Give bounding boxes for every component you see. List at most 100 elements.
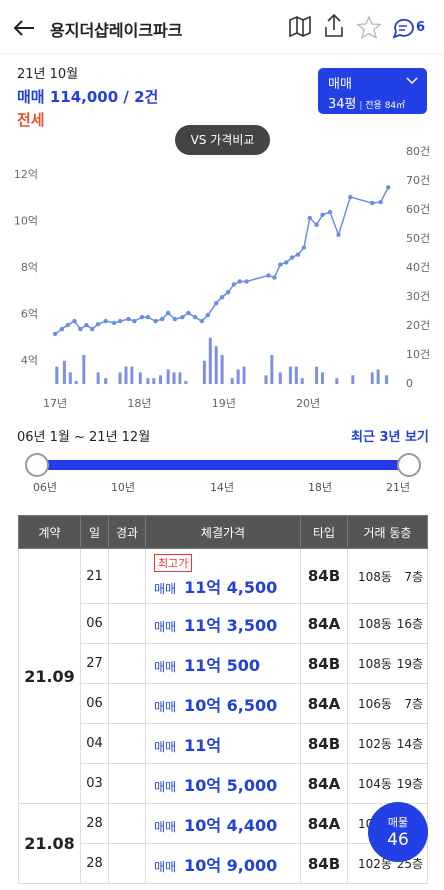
- y2-tick-label: 30건: [406, 290, 430, 303]
- price: 11억 500: [184, 655, 261, 675]
- elapsed: [108, 548, 146, 604]
- map-icon[interactable]: [289, 15, 311, 38]
- price-cell: 매매 10억 5,000: [145, 763, 301, 804]
- trade-type: 매매: [154, 819, 177, 834]
- day: 03: [80, 763, 109, 804]
- volume-bar: [146, 378, 150, 384]
- month: 21년 10월: [17, 67, 79, 82]
- listing-label: 매물: [387, 816, 409, 829]
- unit-type: 84B: [300, 723, 348, 764]
- price-point: [95, 321, 101, 327]
- chevron: [406, 77, 418, 85]
- day: 21: [80, 548, 109, 604]
- dong-floor-wrap: 108동 16층: [348, 615, 427, 632]
- favorite-icon[interactable]: [356, 15, 382, 40]
- trade-type: 매매: [154, 659, 177, 674]
- price-point: [307, 215, 313, 221]
- floor: 7층: [404, 569, 423, 584]
- column-header: 일: [80, 515, 109, 549]
- volume-bar: [104, 378, 108, 384]
- price-cell: 매매 10억 6,500: [145, 683, 301, 724]
- lease-tab[interactable]: 전세: [17, 111, 45, 129]
- x-tick-label: 19년: [212, 397, 236, 410]
- volume-bar: [278, 372, 282, 384]
- dong-floor: 104동 19층: [347, 763, 428, 804]
- share-icon[interactable]: [325, 13, 343, 37]
- volume-bar: [294, 366, 298, 384]
- price-point: [72, 318, 77, 324]
- volume-bar: [138, 372, 142, 384]
- dong-floor-wrap: 108동 7층: [348, 568, 427, 585]
- recent-button[interactable]: 최근 3년 보기: [351, 430, 429, 445]
- volume-bar: [208, 337, 212, 384]
- price-point: [370, 200, 375, 206]
- price-point: [348, 194, 353, 200]
- dong: 104동: [358, 777, 392, 791]
- volume-bar: [300, 378, 304, 384]
- price-point: [117, 318, 123, 324]
- volume-bar: [96, 372, 100, 384]
- volume-bar: [82, 355, 86, 384]
- price-point: [214, 301, 219, 306]
- price: 11억 4,500: [184, 578, 278, 597]
- volume-bar: [178, 372, 182, 384]
- unit-type: 84A: [300, 803, 348, 844]
- price-point: [59, 326, 65, 332]
- price-point: [244, 279, 249, 284]
- type-selector[interactable]: 매매 34평 | 전용 84㎡: [318, 68, 427, 114]
- price-point: [52, 331, 58, 337]
- price-point: [145, 314, 151, 320]
- price-point: [336, 232, 341, 238]
- price-point: [180, 314, 185, 320]
- price: 11억: [184, 735, 222, 755]
- day: 04: [80, 723, 109, 764]
- unit-type: 84B: [300, 643, 348, 684]
- elapsed: [108, 723, 146, 764]
- dong-floor: 106동 7층: [347, 683, 428, 724]
- column-header: 체결가격: [145, 515, 301, 549]
- compare-button[interactable]: VS 가격비교: [175, 125, 270, 155]
- price-point: [172, 316, 178, 322]
- dong-floor-wrap: 104동 19층: [348, 775, 427, 792]
- price-point: [84, 322, 89, 328]
- volume-bar: [118, 372, 122, 384]
- price-point: [186, 310, 191, 316]
- price-point: [386, 185, 391, 190]
- volume-bar: [62, 360, 66, 384]
- size-pyeong: 34평: [328, 97, 357, 112]
- volume-bar: [242, 366, 246, 384]
- range-slider[interactable]: 06년 10년 14년 18년 21년: [0, 450, 444, 500]
- volume-bar: [74, 381, 78, 384]
- listing-button[interactable]: 매물 46: [368, 802, 428, 862]
- y2-tick-label: 20건: [406, 319, 430, 332]
- trade-table: 계약 일 경과 체결가격 타입 거래 동층 21.09 21 최고가 매매 11억 4,500 84B…: [18, 515, 428, 884]
- price-point: [272, 275, 277, 280]
- price-point: [90, 326, 95, 332]
- price-line: [54, 186, 389, 335]
- y2-tick-label: 70건: [406, 174, 430, 187]
- unit-type: 84B: [300, 548, 348, 604]
- price-cell: 매매 11억 3,500: [145, 603, 301, 644]
- range-tick: 18년: [308, 481, 332, 494]
- dong: 108동: [358, 569, 392, 584]
- title: 용지더샵레이크파크: [50, 21, 183, 40]
- x-tick-label: 17년: [43, 397, 67, 410]
- price-chart: 4억 6억 8억 10억 12억 0 10건 20건 30건 40건 50건 60건 70건 80건 17년…: [14, 145, 430, 410]
- chat-icon[interactable]: [392, 18, 414, 39]
- listing-count: 46: [387, 830, 409, 850]
- volume-bar: [351, 375, 355, 384]
- price: 10억 6,500: [184, 695, 278, 715]
- volume-bar: [166, 369, 170, 384]
- trade-row: 04 매매 11억 84B 102동 14층: [19, 723, 428, 764]
- trade-type: 매매: [154, 699, 177, 714]
- day: 28: [80, 843, 109, 884]
- back-button[interactable]: [13, 20, 34, 36]
- price-point: [289, 255, 295, 260]
- volume-bar: [152, 378, 156, 384]
- range-tick: 06년: [33, 481, 57, 494]
- price-point: [225, 290, 231, 295]
- contract-month: 21.09: [18, 548, 81, 804]
- volume-bar: [130, 366, 134, 384]
- trade-row: 06 매매 11억 3,500 84A 108동 16층: [19, 603, 428, 644]
